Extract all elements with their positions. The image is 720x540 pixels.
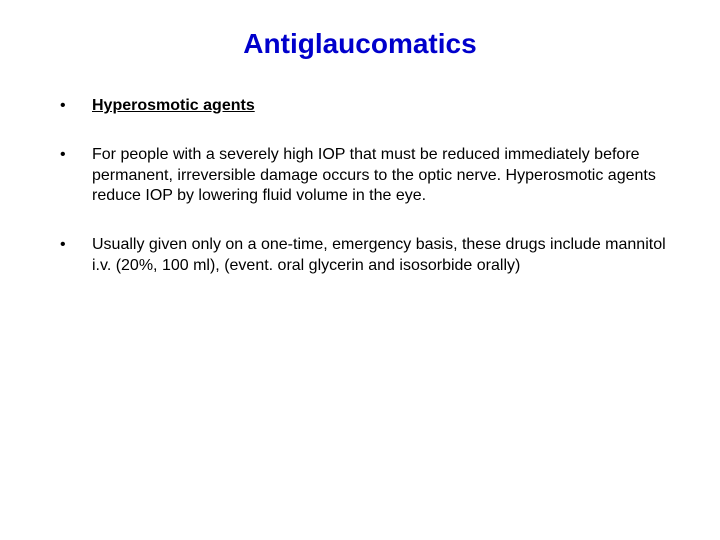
bullet-text: Usually given only on a one-time, emerge… (92, 236, 666, 274)
list-item: For people with a severely high IOP that… (60, 145, 680, 207)
list-item: Hyperosmotic agents (60, 96, 680, 117)
bullet-list: Hyperosmotic agents For people with a se… (40, 96, 680, 277)
list-item: Usually given only on a one-time, emerge… (60, 235, 680, 277)
bullet-text: Hyperosmotic agents (92, 97, 255, 114)
slide-title: Antiglaucomatics (40, 28, 680, 60)
bullet-text: For people with a severely high IOP that… (92, 146, 656, 205)
